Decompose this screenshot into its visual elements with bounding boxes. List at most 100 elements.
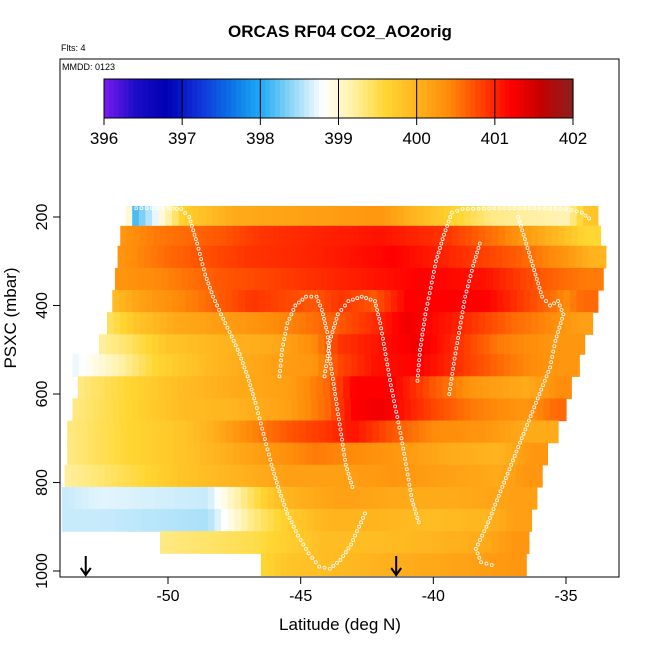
heatmap-cell: [198, 398, 206, 422]
track-point: [540, 294, 545, 299]
track-point: [355, 296, 360, 301]
heatmap-cell: [396, 376, 404, 400]
heatmap-cell: [260, 509, 269, 532]
track-point: [484, 561, 489, 566]
heatmap-cell: [120, 225, 128, 247]
heatmap-cell: [164, 245, 172, 269]
track-point: [254, 406, 259, 410]
heatmap-cell: [435, 464, 444, 488]
heatmap-cell: [543, 398, 551, 422]
heatmap-cell: [324, 205, 332, 227]
heatmap-cell: [254, 267, 262, 291]
heatmap-cell: [364, 354, 372, 377]
heatmap-cell: [453, 553, 461, 577]
heatmap-cell: [357, 354, 365, 377]
track-point: [258, 421, 263, 426]
track-point: [203, 272, 208, 277]
heatmap-cell: [344, 334, 352, 355]
heatmap-cell: [271, 398, 279, 422]
track-point: [350, 484, 355, 489]
track-point: [465, 284, 470, 289]
heatmap-cell: [231, 398, 239, 422]
heatmap-cell: [154, 267, 162, 291]
heatmap-cell: [469, 464, 477, 488]
colorbar-tick-label: 399: [324, 129, 352, 148]
heatmap-cell: [370, 354, 379, 377]
heatmap-cell: [226, 442, 234, 466]
heatmap-cell: [353, 267, 361, 291]
heatmap-cell: [230, 245, 238, 269]
heatmap-cell: [231, 205, 239, 227]
heatmap-cell: [479, 486, 487, 510]
heatmap-cell: [236, 464, 245, 488]
heatmap-cell: [138, 205, 147, 227]
heatmap-cell: [347, 553, 355, 577]
heatmap-cell: [118, 290, 127, 313]
heatmap-cell: [489, 245, 497, 269]
track-point: [330, 376, 335, 381]
heatmap-cell: [504, 442, 513, 466]
heatmap-cell: [279, 531, 287, 554]
heatmap-cell: [279, 420, 287, 444]
heatmap-cell: [422, 464, 430, 488]
heatmap-cell: [576, 354, 580, 377]
heatmap-cell: [140, 312, 148, 335]
heatmap-cell: [223, 464, 231, 488]
heatmap-cell: [378, 312, 387, 335]
heatmap-cell: [181, 509, 189, 532]
heatmap-cell: [559, 267, 567, 291]
track-point: [279, 353, 284, 358]
track-point: [333, 392, 338, 396]
track-point: [343, 462, 348, 467]
heatmap-cell: [270, 245, 278, 269]
heatmap-cell: [292, 312, 300, 335]
colorbar-cell: [504, 79, 511, 118]
heatmap-cell: [217, 376, 225, 400]
colorbar-cell: [348, 79, 354, 118]
track-point: [166, 206, 170, 211]
heatmap-cell: [244, 354, 253, 377]
track-point: [359, 294, 364, 299]
heatmap-cell: [252, 225, 261, 247]
heatmap-cell: [409, 376, 417, 400]
colorbar-cell: [553, 79, 559, 118]
track-point: [229, 334, 234, 339]
heatmap-cell: [596, 205, 599, 227]
heatmap-cell: [564, 225, 572, 247]
heatmap-cell: [158, 334, 166, 355]
track-point: [278, 363, 283, 368]
heatmap-cell: [519, 267, 527, 291]
heatmap-cell: [168, 267, 176, 291]
heatmap-cell: [429, 245, 437, 269]
heatmap-cell: [185, 290, 193, 313]
heatmap-cell: [157, 245, 165, 269]
heatmap-cell: [238, 354, 246, 377]
heatmap-cell: [246, 420, 254, 444]
heatmap-cell: [477, 398, 485, 422]
heatmap-cell: [357, 205, 365, 227]
track-point: [331, 563, 336, 568]
heatmap-cell: [205, 354, 213, 377]
track-point: [325, 335, 330, 340]
heatmap-cell: [470, 290, 478, 313]
heatmap-cell: [291, 354, 299, 377]
track-point: [256, 411, 261, 416]
heatmap-cell: [433, 509, 441, 532]
heatmap-cell: [465, 442, 473, 466]
heatmap-cell: [130, 376, 139, 400]
heatmap-band-4: [114, 267, 604, 291]
heatmap-cell: [470, 205, 478, 227]
heatmap-cell: [271, 205, 279, 227]
heatmap-cell: [437, 334, 445, 355]
track-point: [386, 367, 391, 372]
colorbar-cell: [260, 79, 266, 118]
heatmap-cell: [152, 290, 160, 313]
heatmap-band-12: [67, 442, 549, 466]
heatmap-cell: [271, 290, 279, 313]
heatmap-cell: [134, 509, 143, 532]
track-point: [475, 542, 480, 547]
heatmap-cell: [433, 553, 441, 577]
colorbar-cell: [441, 79, 447, 118]
heatmap-cell: [558, 312, 566, 335]
track-point: [395, 415, 400, 419]
